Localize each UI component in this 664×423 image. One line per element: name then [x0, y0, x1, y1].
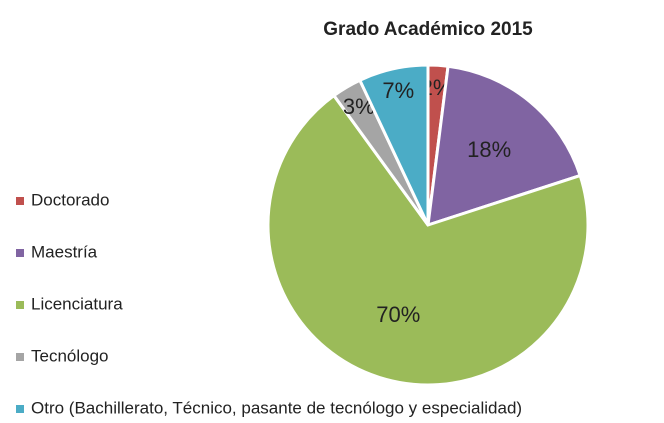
legend-label: Otro (Bachillerato, Técnico, pasante de … — [31, 398, 522, 417]
legend-swatch — [16, 249, 24, 257]
legend-label: Maestría — [31, 242, 98, 261]
pie-slice — [266, 93, 590, 387]
legend-swatch — [16, 197, 24, 205]
data-label: 7% — [382, 78, 414, 103]
legend-label: Doctorado — [31, 190, 109, 209]
pie-slice — [357, 63, 430, 226]
pie-slice — [426, 64, 583, 228]
legend-label: Licenciatura — [31, 294, 123, 313]
chart-title: Grado Académico 2015 — [323, 19, 533, 40]
legend-swatch — [16, 353, 24, 361]
legend-swatch — [16, 405, 24, 413]
data-label: 70% — [376, 302, 420, 327]
legend-label: Tecnólogo — [31, 346, 109, 365]
legend-swatch — [16, 301, 24, 309]
data-label: 18% — [467, 137, 511, 162]
